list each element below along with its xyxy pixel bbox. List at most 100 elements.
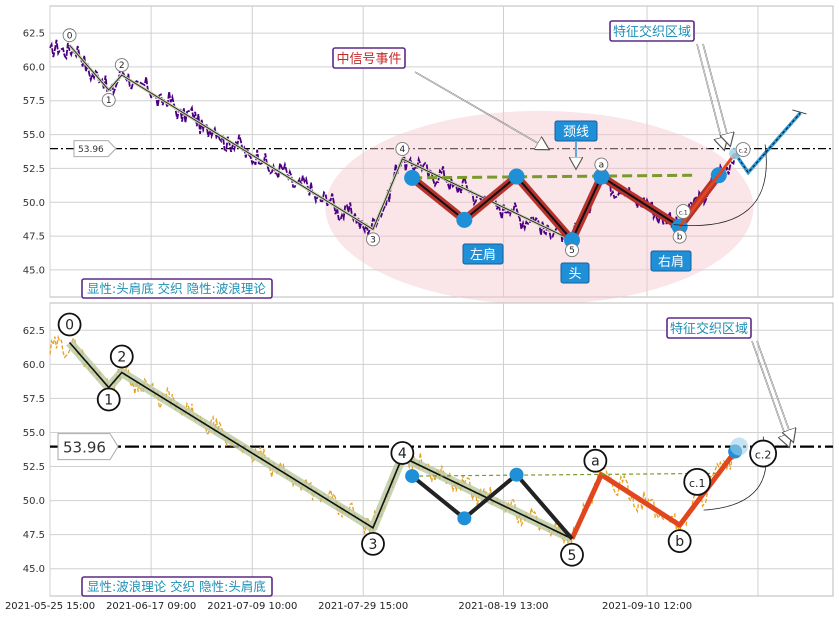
top-wave-label-circle (101, 92, 116, 107)
bottom-xtick-label: 2021-08-19 13:00 (458, 601, 548, 612)
top-ytick-label: 50.0 (23, 198, 45, 209)
bottom-hs-line (410, 472, 574, 541)
bottom-xtick-label: 2021-06-17 09:00 (106, 601, 196, 612)
bottom-wave-label-circle (96, 387, 121, 412)
top-wave-label-circle (114, 58, 129, 72)
top-wave-label: b (677, 233, 683, 243)
top-wave-label: 2 (119, 61, 125, 71)
top-wave-label: a (599, 161, 605, 171)
top-plot-area (49, 5, 834, 298)
bottom-wave-label-circle (683, 467, 712, 496)
bottom-hs-point (457, 511, 472, 526)
bottom-wave-label-circle (361, 531, 385, 556)
bottom-callout-box (666, 317, 752, 339)
bottom-ref-label: 53.96 (63, 439, 106, 457)
bottom-wave-label: a (591, 454, 600, 470)
bottom-xtick-label: 2021-07-09 10:00 (207, 601, 297, 612)
bottom-ytick-label: 45.0 (23, 564, 45, 575)
top-ytick-label: 45.0 (23, 265, 45, 276)
bottom-ytick-label: 55.0 (23, 428, 45, 439)
top-callout-text: 头 (568, 267, 581, 282)
bottom-ytick-label: 57.5 (23, 394, 45, 405)
top-callout-box (609, 20, 695, 42)
top-caption-text: 显性:头肩底 交织 隐性:波浪理论 (87, 281, 266, 296)
top-callout-text: 中信号事件 (336, 52, 401, 67)
top-callout-head: 头 (560, 262, 590, 284)
bottom-wave-label: 2 (117, 350, 126, 366)
top-panel: 45.0 47.5 50.0 52.5 55.0 57.5 60.0 62.5 53.96 0 1 2… (23, 5, 834, 305)
top-wave-label-circle (735, 142, 751, 157)
bottom-wave-label: 3 (369, 537, 378, 553)
top-zone-arc (673, 144, 767, 226)
top-callout-text: 右肩 (658, 254, 684, 270)
bottom-caption-box (81, 576, 273, 597)
top-hs-point (593, 168, 610, 185)
bottom-arrow-inner-zone2 (756, 340, 794, 442)
bottom-ytick-label: 47.5 (23, 530, 45, 541)
top-wave-label-circle (565, 243, 579, 258)
bottom-wave-label-circle (560, 542, 584, 567)
top-callout-box (554, 120, 598, 142)
top-wave-label: 4 (399, 145, 405, 155)
bottom-xtick-label: 2021-09-10 12:00 (602, 601, 692, 612)
top-ytick-label: 52.5 (23, 164, 45, 175)
top-callout-box (650, 250, 692, 272)
bottom-wave-label: b (675, 534, 684, 550)
bottom-neckline (412, 472, 719, 477)
bottom-callout-text: 特征交织区域 (670, 321, 748, 337)
top-wave-label-circle (594, 157, 609, 172)
top-wave-label: 0 (67, 31, 73, 41)
bottom-wave-line (68, 341, 573, 540)
top-callout-ls: 左肩 (462, 243, 504, 265)
top-ytick-label: 60.0 (23, 62, 45, 73)
top-ytick-label: 47.5 (23, 232, 45, 243)
bottom-ytick-label: 62.5 (23, 326, 45, 337)
bottom-xtick-label: 2021-05-25 15:00 (5, 601, 95, 612)
top-callout-neck: 颈线 (554, 120, 598, 142)
bottom-wave-label: 5 (568, 548, 577, 564)
top-arrow-inner-zone1 (696, 43, 725, 150)
bottom-plot-area (49, 302, 834, 597)
top-callout-zone: 特征交织区域 (609, 20, 695, 42)
top-callout-text: 颈线 (563, 125, 589, 140)
top-hs-point (404, 169, 421, 186)
top-callout-box (462, 243, 504, 265)
bottom-callout-zone: 特征交织区域 (666, 317, 752, 339)
bottom-ytick-label: 50.0 (23, 496, 45, 507)
top-ytick-label: 62.5 (23, 29, 45, 40)
top-arrow-inner-mid (414, 71, 549, 150)
top-projection-cap (792, 109, 807, 115)
bottom-caption-text: 显性:波浪理论 交织 隐性:头肩底 (87, 579, 266, 594)
top-wave-label-circle (395, 141, 410, 156)
top-ytick-label: 55.0 (23, 130, 45, 141)
bottom-xtick-label: 2021-07-29 15:00 (318, 601, 408, 612)
top-ytick-label: 57.5 (23, 96, 45, 107)
top-wave-label: 1 (106, 96, 112, 106)
bottom-wave-label-circle (57, 312, 82, 337)
top-callout-text: 左肩 (470, 247, 496, 263)
bottom-wave-label: 4 (398, 446, 407, 462)
bottom-panel: 45.0 47.5 50.0 52.5 55.0 57.5 60.0 62.5 53.96 0 1 2… (5, 302, 834, 612)
top-callout-mid: 中信号事件 (332, 47, 406, 69)
bottom-hs-point (509, 467, 524, 482)
bottom-wave-label-circle (749, 439, 778, 468)
bottom-ref-arrow (57, 433, 119, 461)
bottom-zone-glow (730, 437, 749, 456)
top-wave-label: 5 (569, 246, 575, 256)
bottom-wave-label-circle (667, 529, 692, 554)
top-callout-rs: 右肩 (650, 250, 692, 272)
top-wave-label-circle (675, 204, 691, 219)
bottom-ytick-label: 52.5 (23, 462, 45, 473)
bottom-wave-label: 1 (104, 392, 113, 408)
bottom-wave-label: c.1 (689, 477, 706, 490)
top-neckline (412, 173, 696, 180)
bottom-wave-label-circle (390, 441, 415, 465)
top-callout-text: 特征交织区域 (613, 24, 691, 40)
top-ref-label: 53.96 (78, 145, 104, 155)
top-hs-point (456, 211, 473, 228)
top-wave-label-circle (672, 229, 687, 244)
top-hs-point (564, 232, 580, 249)
bottom-wave-label: c.2 (755, 449, 772, 462)
